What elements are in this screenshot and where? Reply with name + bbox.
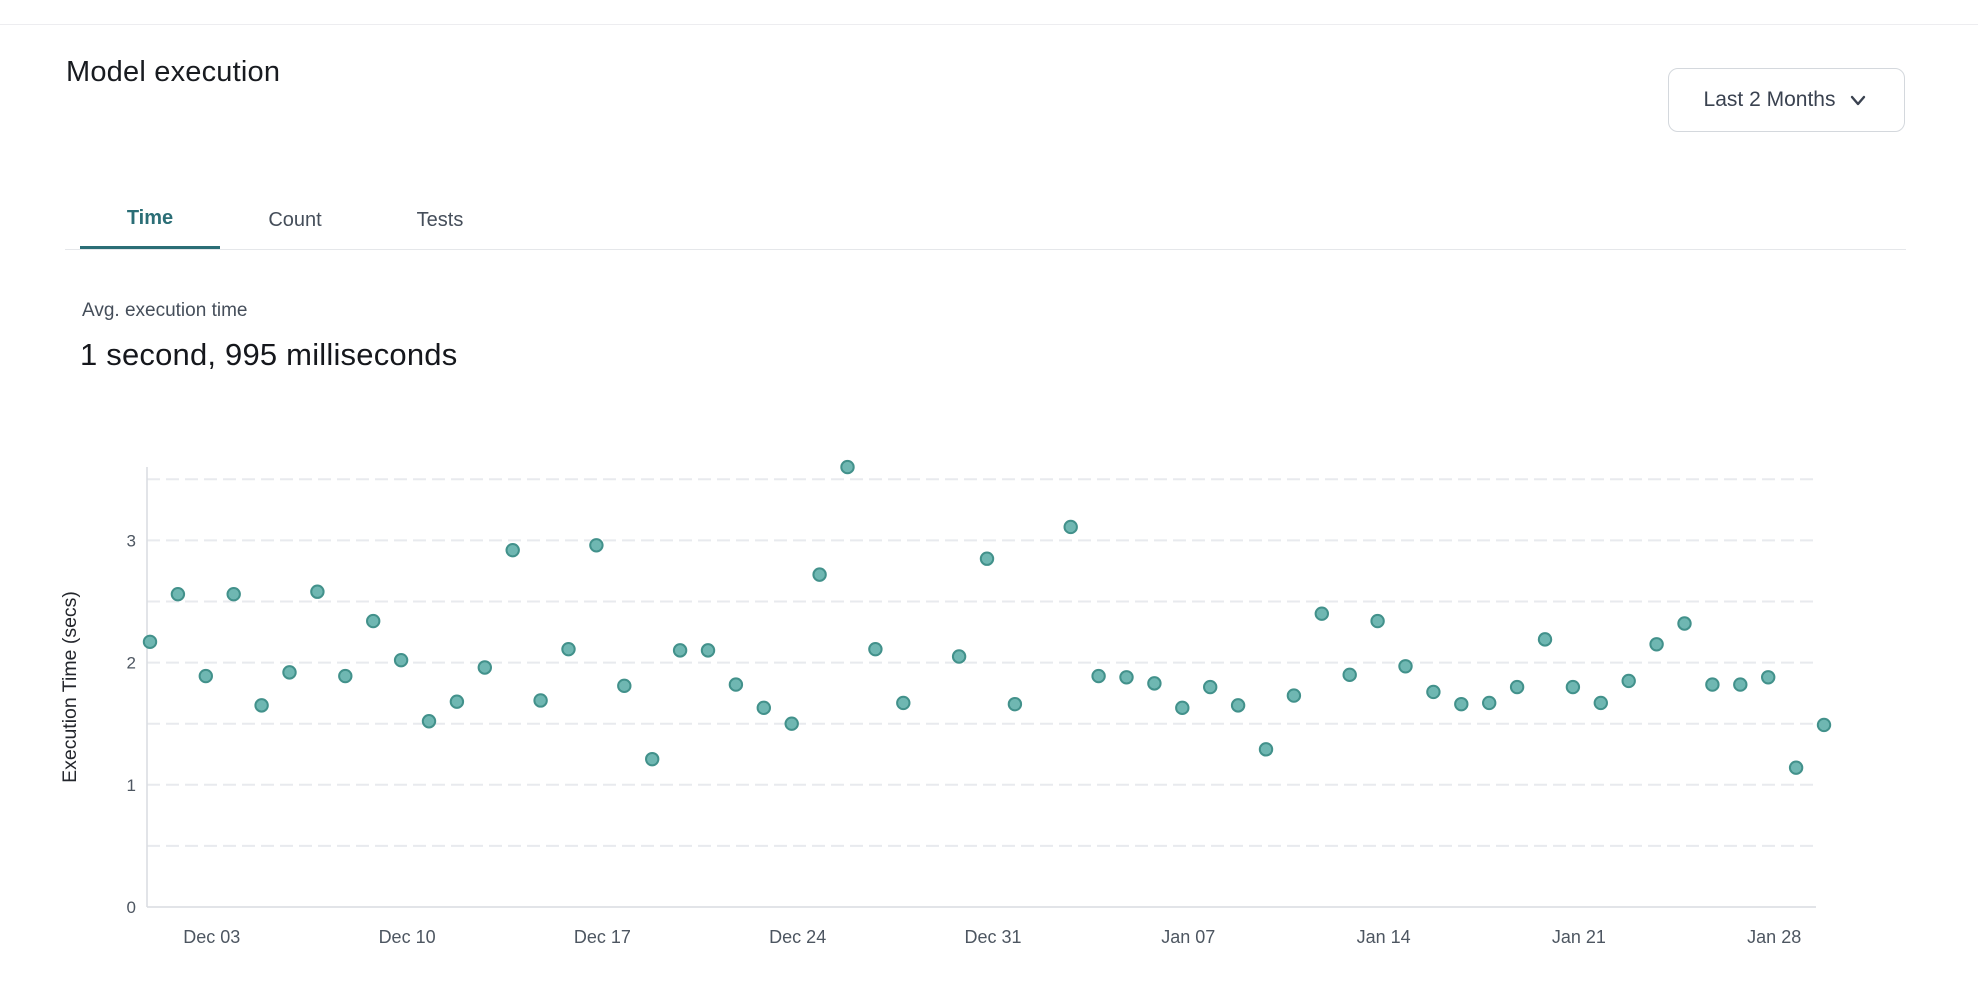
x-tick-label: Dec 10 xyxy=(379,927,436,947)
top-divider xyxy=(0,24,1978,25)
data-point[interactable] xyxy=(282,665,297,680)
y-tick-label: 0 xyxy=(127,898,136,917)
data-point[interactable] xyxy=(561,641,576,657)
data-point[interactable] xyxy=(700,643,716,658)
data-point[interactable] xyxy=(1621,673,1636,689)
data-point[interactable] xyxy=(1398,659,1413,674)
metric-label: Avg. execution time xyxy=(82,300,248,321)
data-point[interactable] xyxy=(1258,742,1274,757)
data-point[interactable] xyxy=(1314,606,1330,621)
data-point[interactable] xyxy=(170,586,186,602)
tab-time[interactable]: Time xyxy=(80,190,220,250)
data-point[interactable] xyxy=(226,586,241,602)
data-point[interactable] xyxy=(1593,695,1609,711)
data-point[interactable] xyxy=(645,751,660,767)
data-point[interactable] xyxy=(421,714,437,729)
data-point[interactable] xyxy=(868,641,883,657)
data-point[interactable] xyxy=(728,677,744,692)
x-tick-label: Jan 07 xyxy=(1161,927,1215,947)
data-point[interactable] xyxy=(1677,616,1692,631)
x-tick-label: Dec 17 xyxy=(574,927,631,947)
data-point[interactable] xyxy=(1454,696,1469,712)
data-point[interactable] xyxy=(756,700,771,716)
data-point[interactable] xyxy=(393,652,409,668)
data-point[interactable] xyxy=(1705,677,1720,692)
data-point[interactable] xyxy=(1230,698,1246,713)
data-point[interactable] xyxy=(1509,679,1525,695)
x-tick-label: Dec 24 xyxy=(769,927,826,947)
tab-tests[interactable]: Tests xyxy=(416,208,464,231)
data-point[interactable] xyxy=(1286,688,1302,703)
data-point[interactable] xyxy=(812,567,827,582)
tab-count[interactable]: Count xyxy=(268,208,322,231)
data-point[interactable] xyxy=(840,459,855,475)
data-point[interactable] xyxy=(1342,667,1357,683)
data-point[interactable] xyxy=(338,668,353,684)
y-axis-title: Execution Time (secs) xyxy=(59,591,81,783)
chevron-down-icon xyxy=(1847,89,1869,111)
y-tick-label: 3 xyxy=(127,531,136,550)
x-tick-label: Dec 31 xyxy=(964,927,1021,947)
tab-bar: Time Count Tests xyxy=(80,190,510,250)
data-point[interactable] xyxy=(1565,679,1581,695)
data-point[interactable] xyxy=(1091,668,1106,684)
x-tick-label: Jan 21 xyxy=(1552,927,1606,947)
data-point[interactable] xyxy=(142,634,158,650)
data-point[interactable] xyxy=(951,649,967,664)
data-point[interactable] xyxy=(784,716,799,731)
data-point[interactable] xyxy=(505,542,520,558)
data-point[interactable] xyxy=(1788,760,1804,775)
data-point[interactable] xyxy=(449,694,465,709)
data-point[interactable] xyxy=(1370,613,1385,629)
data-point[interactable] xyxy=(1203,679,1218,695)
data-point[interactable] xyxy=(1147,676,1162,691)
data-point[interactable] xyxy=(1816,717,1832,733)
y-tick-label: 1 xyxy=(127,776,136,795)
data-point[interactable] xyxy=(254,698,269,713)
data-point[interactable] xyxy=(672,643,688,658)
data-point[interactable] xyxy=(896,695,911,711)
data-point[interactable] xyxy=(589,538,604,553)
y-tick-label: 2 xyxy=(127,654,136,673)
data-point[interactable] xyxy=(617,678,632,694)
page-title: Model execution xyxy=(66,56,281,88)
data-point[interactable] xyxy=(1175,700,1190,716)
data-point[interactable] xyxy=(1482,695,1497,711)
tab-divider xyxy=(65,249,1906,250)
data-point[interactable] xyxy=(477,660,492,675)
data-point[interactable] xyxy=(1537,632,1553,647)
x-tick-label: Jan 14 xyxy=(1357,927,1411,947)
data-point[interactable] xyxy=(1733,677,1748,692)
date-range-label: Last 2 Months xyxy=(1703,88,1836,111)
data-point[interactable] xyxy=(1426,684,1441,700)
data-point[interactable] xyxy=(310,584,325,599)
scatter-plot-svg: 0 1 2 3 Dec 03 Dec 10 Dec 17 Dec 24 Dec 31 Jan 07… xyxy=(59,459,1832,947)
data-point[interactable] xyxy=(1761,670,1776,685)
x-tick-label: Jan 28 xyxy=(1747,927,1801,947)
data-point[interactable] xyxy=(1649,637,1664,652)
data-point[interactable] xyxy=(366,613,381,629)
execution-time-chart: 0 1 2 3 Dec 03 Dec 10 Dec 17 Dec 24 Dec 31 Jan 07… xyxy=(0,430,1978,975)
metric-value: 1 second, 995 milliseconds xyxy=(80,337,458,372)
data-point[interactable] xyxy=(979,551,995,566)
data-point[interactable] xyxy=(1007,696,1023,712)
x-tick-label: Dec 03 xyxy=(183,927,240,947)
data-point[interactable] xyxy=(1119,670,1134,685)
data-point[interactable] xyxy=(1063,519,1078,535)
data-point[interactable] xyxy=(198,668,214,684)
date-range-dropdown[interactable]: Last 2 Months xyxy=(1668,68,1905,132)
data-point[interactable] xyxy=(533,693,548,708)
